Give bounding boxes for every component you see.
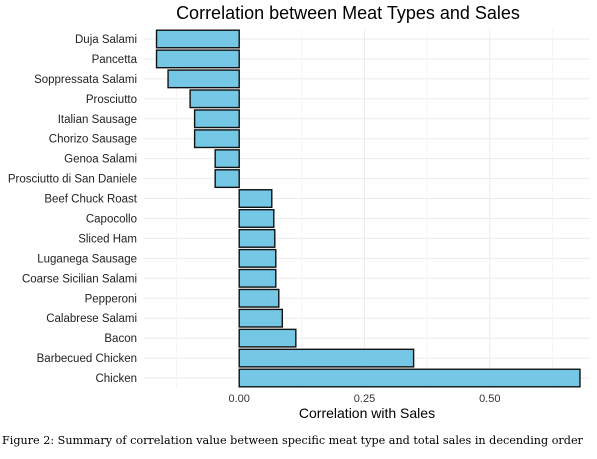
bar-chart: Duja Salami Pancetta Soppressata Salami Pro… bbox=[8, 3, 590, 421]
x-tick-label: 0.50 bbox=[479, 393, 500, 405]
category-label: Pancetta bbox=[92, 54, 138, 66]
category-label: Sliced Ham bbox=[78, 233, 137, 245]
category-label: Prosciutto bbox=[86, 94, 137, 106]
figure-caption: Figure 2: Summary of correlation value b… bbox=[2, 434, 583, 447]
category-label: Pepperoni bbox=[85, 293, 137, 305]
bar bbox=[238, 368, 581, 388]
category-label: Bacon bbox=[104, 333, 137, 345]
bar bbox=[167, 69, 240, 89]
bar bbox=[238, 288, 280, 308]
category-labels: Duja Salami Pancetta Soppressata Salami Pro… bbox=[8, 34, 138, 385]
category-label: Duja Salami bbox=[75, 34, 137, 46]
category-label: Barbecued Chicken bbox=[37, 353, 137, 365]
bar bbox=[238, 228, 276, 248]
category-label: Prosciutto di San Daniele bbox=[8, 174, 137, 186]
category-label: Soppressata Salami bbox=[34, 74, 137, 86]
category-label: Calabrese Salami bbox=[46, 313, 137, 325]
bar bbox=[193, 109, 240, 129]
bar bbox=[214, 169, 240, 189]
bar bbox=[238, 328, 297, 348]
bars bbox=[155, 29, 581, 388]
chart-title: Correlation between Meat Types and Sales bbox=[176, 3, 520, 23]
x-axis-label: Correlation with Sales bbox=[299, 405, 435, 421]
bar bbox=[238, 348, 415, 368]
category-label: Italian Sausage bbox=[58, 114, 137, 126]
bar bbox=[238, 208, 275, 228]
x-tick-labels: 0.00 0.25 0.50 bbox=[229, 393, 501, 405]
bar bbox=[238, 268, 277, 288]
x-tick-label: 0.25 bbox=[354, 393, 375, 405]
x-tick-label: 0.00 bbox=[229, 393, 250, 405]
category-label: Beef Chuck Roast bbox=[44, 194, 137, 206]
bar bbox=[238, 308, 284, 328]
category-label: Genoa Salami bbox=[64, 154, 137, 166]
bar bbox=[238, 189, 273, 209]
bar bbox=[238, 248, 277, 268]
bar bbox=[155, 29, 240, 49]
bar bbox=[189, 89, 240, 109]
category-label: Chicken bbox=[95, 373, 137, 385]
bar bbox=[214, 149, 240, 169]
category-label: Luganega Sausage bbox=[37, 253, 137, 265]
category-label: Coarse Sicilian Salami bbox=[22, 273, 137, 285]
bar bbox=[155, 49, 240, 69]
category-label: Capocollo bbox=[86, 213, 137, 225]
category-label: Chorizo Sausage bbox=[49, 134, 137, 146]
bar bbox=[193, 129, 240, 149]
